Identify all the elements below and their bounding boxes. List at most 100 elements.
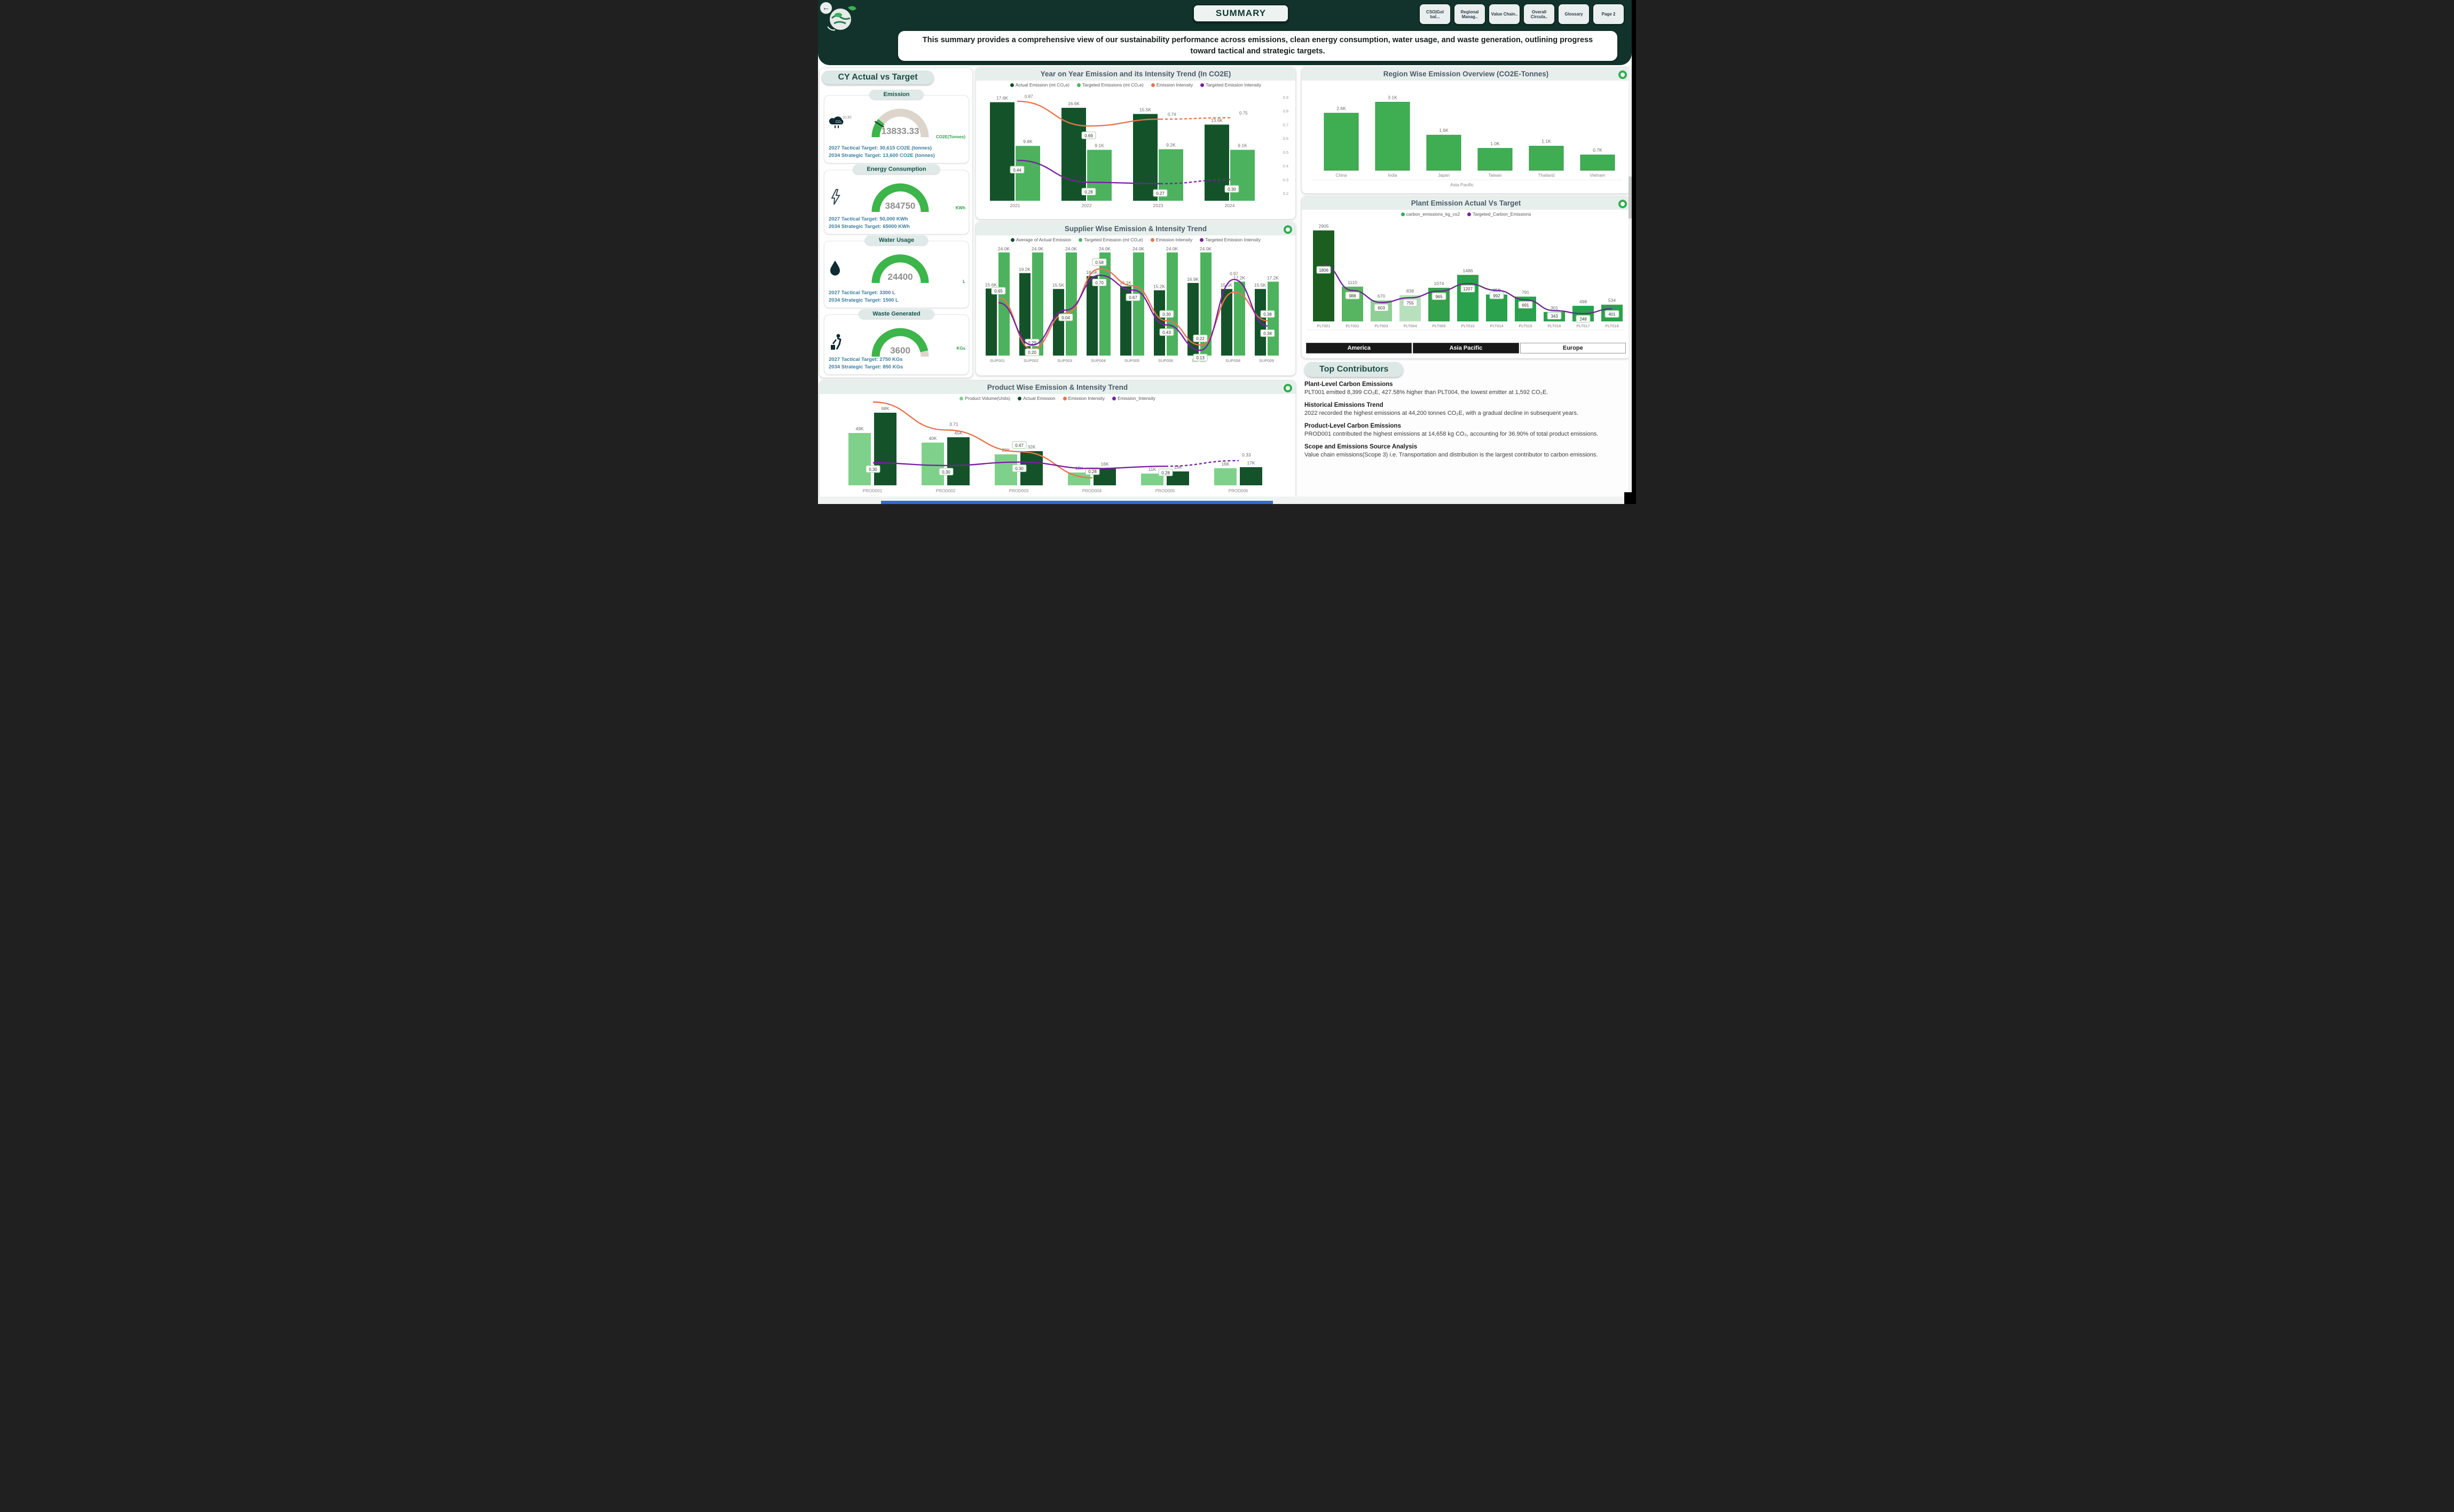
product-chart[interactable]: 49K68KPROD00140K45KPROD00229K32KPROD0031… bbox=[820, 401, 1294, 500]
nav-button-5[interactable]: Glossary bbox=[1558, 4, 1590, 25]
legend-item: Emission_Intensity bbox=[1112, 396, 1155, 401]
svg-text:2022: 2022 bbox=[1082, 203, 1092, 208]
bar-value-label: 1074 bbox=[1434, 281, 1444, 286]
bar-actual[interactable] bbox=[1133, 114, 1158, 201]
bar-actual[interactable] bbox=[986, 288, 997, 356]
svg-text:PLT010: PLT010 bbox=[1461, 324, 1474, 328]
supplier-chart-title: Supplier Wise Emission & Intensity Trend bbox=[976, 222, 1295, 235]
bar-value-label: 16.1K bbox=[1120, 280, 1132, 285]
bar-target[interactable] bbox=[1200, 252, 1212, 356]
gauge: 384750 bbox=[852, 177, 948, 218]
back-button[interactable]: ← bbox=[820, 2, 832, 14]
bar-value-label: 3.1K bbox=[1388, 94, 1397, 100]
region-filter-europe[interactable]: Europe bbox=[1520, 343, 1626, 353]
line-value-label bbox=[1081, 131, 1096, 139]
bar-region[interactable] bbox=[1324, 113, 1359, 171]
contributor-section: Scope and Emissions Source Analysis Value… bbox=[1304, 444, 1627, 459]
bar-value-label: 534 bbox=[1608, 298, 1616, 303]
bar-actual[interactable] bbox=[874, 413, 896, 485]
svg-text:0.87: 0.87 bbox=[1025, 94, 1033, 99]
line-value-label bbox=[991, 287, 1006, 295]
bar-actual[interactable] bbox=[1061, 107, 1086, 201]
gauge-value: 13833.33 bbox=[882, 126, 919, 136]
region-chart-panel: Region Wise Emission Overview (CO2E-Tonn… bbox=[1301, 67, 1631, 194]
bar-value-label: 670 bbox=[1378, 294, 1385, 299]
bar-value-label: 68K bbox=[881, 406, 889, 411]
page-title: SUMMARY bbox=[1193, 4, 1289, 22]
svg-text:691: 691 bbox=[1522, 303, 1529, 308]
bar-target[interactable] bbox=[1167, 252, 1178, 356]
bar-actual[interactable] bbox=[1120, 286, 1131, 356]
page-scrollbar-track[interactable] bbox=[1629, 65, 1632, 498]
bar-actual[interactable] bbox=[1053, 289, 1064, 356]
target-value-label bbox=[1489, 292, 1504, 300]
supplier-chart[interactable]: 15.6K 24.0K SUP001 19.2K 24.0K SUP002 15.5K 24.… bbox=[976, 242, 1294, 371]
yoy-chart[interactable]: 0.9 0.8 0.7 0.6 0.5 0.4 0.3 0.2 17.6K 9.8K 2021 16.… bbox=[976, 88, 1294, 215]
dashboard-screen: ← SUMMARY CSO|Gol bal... Regional Manag..… bbox=[818, 0, 1636, 504]
bar-volume[interactable] bbox=[848, 433, 871, 485]
nav-button-1[interactable]: CSO|Gol bal... bbox=[1419, 4, 1451, 25]
region-filter-america[interactable]: America bbox=[1306, 343, 1412, 353]
bar-region[interactable] bbox=[1477, 148, 1513, 171]
x-axis-label: Asia Pacific bbox=[1450, 182, 1474, 187]
svg-text:SUP006: SUP006 bbox=[1158, 358, 1173, 363]
waste-icon bbox=[829, 333, 845, 353]
bar-region[interactable] bbox=[1580, 154, 1615, 171]
bar-target[interactable] bbox=[1230, 149, 1255, 201]
bar-target[interactable] bbox=[1268, 281, 1279, 356]
contributor-heading: Product-Level Carbon Emissions bbox=[1304, 422, 1401, 429]
refresh-icon[interactable] bbox=[1284, 384, 1292, 392]
nav-button-4[interactable]: Overall Circula.. bbox=[1523, 4, 1555, 25]
svg-text:PROD006: PROD006 bbox=[1229, 489, 1248, 493]
line-value-label bbox=[1010, 166, 1025, 174]
nav-button-6[interactable]: Page 2 bbox=[1593, 4, 1624, 25]
svg-text:2021: 2021 bbox=[1010, 203, 1020, 208]
legend-item: Targeted Emission Intensity bbox=[1200, 237, 1261, 242]
legend-dot-icon bbox=[959, 396, 964, 400]
bar-actual[interactable] bbox=[1019, 273, 1031, 356]
bar-actual[interactable] bbox=[1087, 276, 1098, 356]
bar-value-label: 498 bbox=[1579, 299, 1587, 304]
bar-actual[interactable] bbox=[947, 437, 970, 485]
plant-chart[interactable]: 2905 PLT001 1110 PLT002 670 PLT003 838 PLT004 10… bbox=[1302, 217, 1629, 337]
bar-volume[interactable] bbox=[1141, 474, 1163, 485]
nav-button-3[interactable]: Value Chain.. bbox=[1489, 4, 1520, 25]
bar-actual[interactable] bbox=[990, 102, 1014, 201]
bar-value-label: 9.1K bbox=[1095, 143, 1104, 148]
bar-region[interactable] bbox=[1529, 146, 1564, 171]
svg-text:PLT014: PLT014 bbox=[1490, 324, 1503, 328]
kpi-card-title: Energy Consumption bbox=[853, 164, 940, 174]
refresh-icon[interactable] bbox=[1618, 70, 1627, 79]
bar-actual[interactable] bbox=[1240, 467, 1262, 485]
nav-button-2[interactable]: Regional Manag.. bbox=[1454, 4, 1485, 25]
region-filter-asia-pacific[interactable]: Asia Pacific bbox=[1413, 343, 1519, 353]
svg-text:1207: 1207 bbox=[1463, 287, 1473, 292]
legend-item: Emission Intensity bbox=[1063, 396, 1105, 401]
refresh-icon[interactable] bbox=[1284, 225, 1292, 234]
kpi-panel-title: CY Actual vs Target bbox=[822, 70, 934, 84]
bar-region[interactable] bbox=[1426, 135, 1461, 171]
svg-text:PLT017: PLT017 bbox=[1576, 324, 1590, 328]
bar-plant[interactable] bbox=[1313, 230, 1334, 321]
bar-volume[interactable] bbox=[1214, 468, 1237, 485]
bar-target[interactable] bbox=[1234, 281, 1245, 356]
bar-value-label: 40K bbox=[929, 436, 937, 441]
page-scrollbar-thumb[interactable] bbox=[1629, 176, 1632, 219]
bar-target[interactable] bbox=[1066, 252, 1077, 356]
bar-region[interactable] bbox=[1375, 101, 1410, 171]
region-chart[interactable]: 2.6K China 3.1K India 1.6K Japan 1.0K Taiwan 1.1… bbox=[1302, 81, 1629, 190]
bar-target[interactable] bbox=[1032, 252, 1043, 356]
refresh-icon[interactable] bbox=[1618, 200, 1627, 208]
contributor-body: PROD001 contributed the highest emission… bbox=[1304, 430, 1599, 437]
product-chart-title: Product Wise Emission & Intensity Trend bbox=[820, 381, 1295, 394]
svg-text:0.4: 0.4 bbox=[1283, 164, 1288, 169]
svg-text:603: 603 bbox=[1378, 306, 1385, 311]
bar-target[interactable] bbox=[1133, 252, 1144, 356]
bar-volume[interactable] bbox=[922, 443, 944, 485]
bar-actual[interactable] bbox=[1221, 289, 1232, 356]
bar-target[interactable] bbox=[1099, 252, 1111, 356]
svg-text:0.2: 0.2 bbox=[1283, 191, 1288, 196]
svg-text:Vietnam: Vietnam bbox=[1590, 173, 1606, 178]
bar-plant[interactable] bbox=[1457, 274, 1478, 321]
legend-dot-icon bbox=[1467, 212, 1472, 216]
